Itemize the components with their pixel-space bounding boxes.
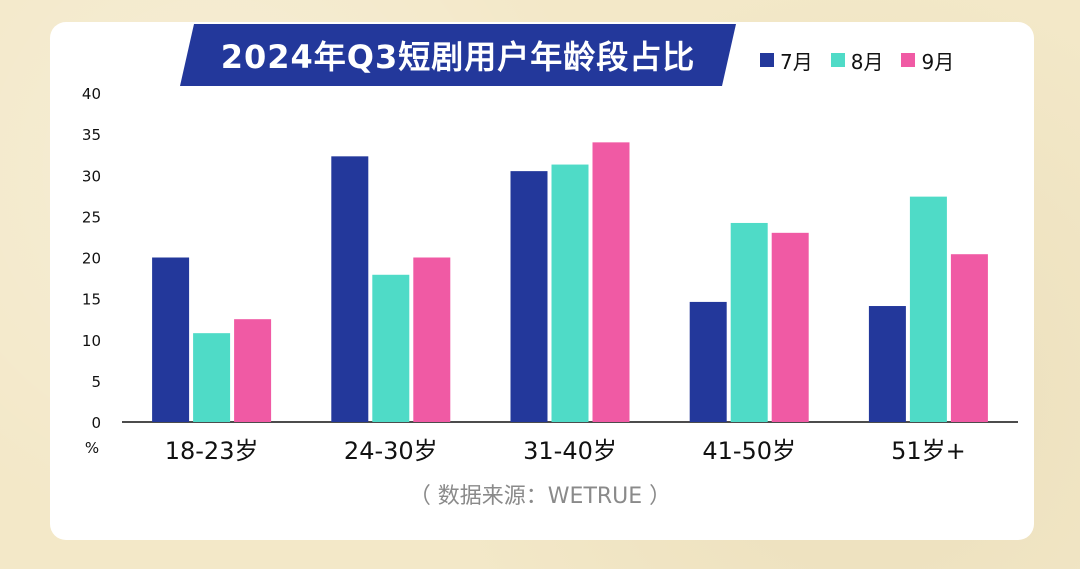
legend-label-august: 8月 xyxy=(850,49,884,74)
bar-2-4 xyxy=(730,222,768,422)
y-tick-label: 15 xyxy=(82,291,101,309)
bar-1-5 xyxy=(868,306,906,422)
bar-2-1 xyxy=(193,333,231,422)
bar-3-1 xyxy=(234,319,272,422)
legend-item-august: 8月 xyxy=(830,46,884,75)
bar-1-2 xyxy=(331,156,369,422)
y-tick-label: 35 xyxy=(82,126,101,144)
legend-item-september: 9月 xyxy=(901,46,954,75)
bar-3-4 xyxy=(771,232,809,422)
title-banner: 2024年Q3短剧用户年龄段占比 xyxy=(180,24,736,86)
y-tick-label: 25 xyxy=(82,208,101,226)
x-tick-label: 18-23岁 xyxy=(165,437,259,465)
y-tick-label: 10 xyxy=(82,332,101,350)
x-tick-label: 41-50岁 xyxy=(702,437,796,465)
legend-label-july: 7月 xyxy=(780,49,813,74)
legend: 7月 8月 9月 xyxy=(760,44,954,76)
y-axis-unit-label: % xyxy=(85,439,99,457)
y-tick-label: 40 xyxy=(82,85,101,103)
legend-swatch-august xyxy=(830,53,845,67)
bar-3-3 xyxy=(592,142,630,422)
title-banner-shape xyxy=(180,24,736,86)
legend-label-september: 9月 xyxy=(921,49,955,74)
bar-1-4 xyxy=(689,301,727,422)
y-tick-label: 20 xyxy=(82,250,101,268)
bar-2-2 xyxy=(372,274,410,422)
bar-2-5 xyxy=(909,196,947,422)
legend-swatch-september xyxy=(901,53,916,67)
legend-swatch-july xyxy=(760,53,774,67)
x-tick-label: 24-30岁 xyxy=(344,437,438,465)
legend-item-july: 7月 xyxy=(760,46,813,75)
y-tick-label: 5 xyxy=(91,373,101,391)
bar-1-1 xyxy=(152,257,190,422)
bar-2-3 xyxy=(551,164,589,422)
y-tick-label: 30 xyxy=(82,167,101,185)
bar-3-5 xyxy=(950,254,988,422)
chart-title: 2024年Q3短剧用户年龄段占比 xyxy=(220,38,696,76)
data-source-note: （ 数据来源：WETRUE ） xyxy=(408,484,672,509)
y-tick-label: 0 xyxy=(91,414,101,432)
bar-1-3 xyxy=(510,171,548,422)
x-tick-label: 51岁+ xyxy=(891,437,966,465)
x-tick-label: 31-40岁 xyxy=(523,437,617,465)
bar-3-2 xyxy=(413,257,451,422)
